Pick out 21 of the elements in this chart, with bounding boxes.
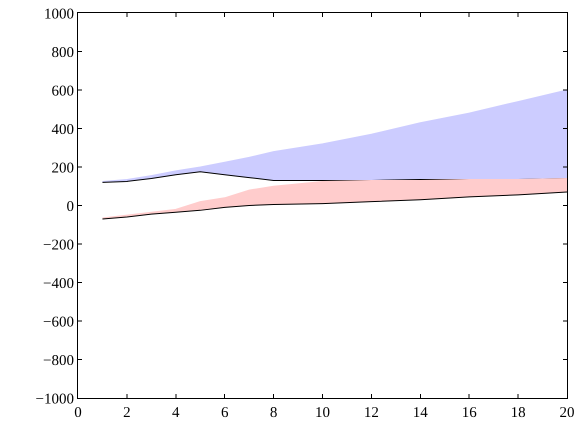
y-tick-label: 1000 — [44, 6, 74, 22]
y-tick-label: 400 — [52, 122, 74, 138]
y-tick-label: −600 — [43, 314, 74, 330]
x-tick-label: 14 — [412, 405, 428, 421]
x-tick-label: 8 — [270, 405, 278, 421]
y-tick-label: 200 — [52, 160, 74, 176]
y-tick-label: 800 — [52, 44, 74, 61]
x-tick-label: 6 — [220, 405, 229, 421]
y-tick-label: −400 — [43, 276, 74, 292]
x-tick-label: 16 — [462, 405, 478, 421]
y-tick-label: −1000 — [36, 391, 74, 408]
x-tick-label: 2 — [123, 405, 131, 421]
x-tick-label: 18 — [510, 405, 526, 421]
x-tick-label: 12 — [364, 405, 379, 421]
x-tick-label: 4 — [172, 405, 180, 421]
y-tick-label: −800 — [43, 352, 74, 369]
y-tick-label: 0 — [66, 198, 74, 215]
x-tick-label: 20 — [560, 405, 574, 421]
y-tick-label: −200 — [43, 237, 74, 254]
y-tick-label: 600 — [52, 83, 74, 100]
x-tick-label: 10 — [315, 405, 330, 421]
